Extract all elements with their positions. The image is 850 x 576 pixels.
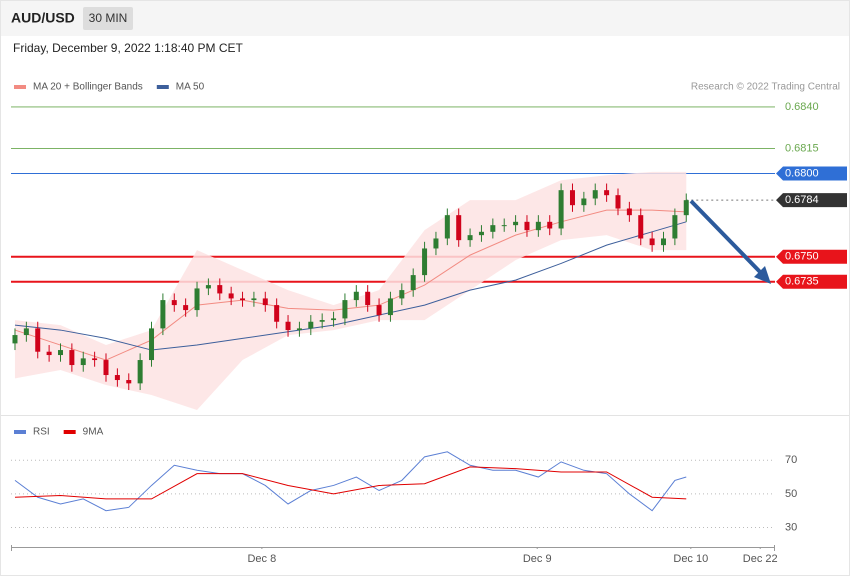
x-tick-label: Dec 22 [743, 553, 778, 565]
series-line [14, 466, 687, 500]
price-level-box [776, 274, 847, 289]
price-level-label: 0.6750 [785, 251, 819, 263]
price-level-label: 0.6784 [785, 194, 819, 206]
candle-body [262, 298, 268, 306]
candle-body [183, 305, 189, 311]
candle-body [649, 238, 655, 246]
candle-body [46, 351, 52, 356]
y-tick-label: 70 [785, 454, 797, 466]
candle-body [558, 190, 564, 229]
candle-body [501, 225, 507, 227]
price-level-box [776, 249, 847, 264]
candle-body [661, 238, 667, 246]
candle-body [535, 221, 541, 231]
candle-body [626, 208, 632, 216]
bollinger-band [14, 171, 687, 411]
legend-swatch [63, 430, 76, 434]
candle-body [581, 198, 587, 206]
candle-body [513, 221, 519, 226]
candle-body [376, 305, 382, 316]
price-level-box [776, 193, 847, 208]
candle-body [422, 248, 428, 276]
candle-body [604, 190, 610, 196]
candle-body [547, 221, 553, 229]
candle-body [251, 298, 257, 301]
candle-body [524, 221, 530, 231]
candle-body [467, 235, 473, 241]
candle-body [296, 328, 302, 331]
timeframe: 30 MIN [89, 11, 128, 25]
series-line [14, 451, 687, 512]
candle-body [69, 350, 75, 366]
candle-body [353, 291, 359, 301]
moving-average [14, 221, 687, 351]
candle-body [205, 285, 211, 289]
legend-label: MA 50 [176, 82, 205, 93]
price-level-label: 0.6840 [785, 101, 819, 113]
candle-body [35, 328, 41, 352]
candle-body [308, 321, 314, 329]
legend-swatch [14, 85, 26, 89]
candle-body [683, 200, 689, 216]
candle-body [456, 215, 462, 241]
timestamp: Friday, December 9, 2022 1:18:40 PM CET [13, 41, 244, 55]
candle-body [638, 215, 644, 239]
legend-swatch [156, 85, 169, 89]
candle-body [569, 190, 575, 206]
candle-body [331, 318, 337, 321]
candle-body [365, 291, 371, 306]
legend-swatch [14, 430, 26, 434]
y-tick-label: 30 [785, 521, 797, 533]
legend-label: 9MA [83, 427, 104, 438]
header-bar [1, 1, 849, 36]
moving-average [14, 209, 687, 361]
candle-body [92, 358, 98, 361]
forecast-arrow [689, 199, 767, 279]
candle-body [399, 290, 405, 299]
candle-body [444, 215, 450, 239]
candle-body [137, 360, 143, 384]
candle-body [592, 190, 598, 199]
x-tick-label: Dec 8 [247, 553, 276, 565]
candle-body [410, 275, 416, 291]
candle-body [433, 238, 439, 249]
candle-body [57, 350, 63, 356]
price-level-label: 0.6735 [785, 276, 819, 288]
candle-body [478, 231, 484, 236]
candle-body [387, 298, 393, 316]
x-tick-label: Dec 10 [673, 553, 708, 565]
candle-body [217, 285, 223, 294]
candle-body [12, 335, 18, 344]
candle-body [160, 300, 166, 329]
forecast-arrow-head [754, 266, 771, 284]
y-tick-label: 50 [785, 488, 797, 500]
symbol: AUD/USD [11, 10, 75, 26]
candle-body [285, 321, 291, 331]
candle-body [149, 328, 155, 361]
candle-body [319, 320, 325, 322]
candle-body [80, 358, 86, 366]
price-level-box [776, 166, 847, 181]
timeframe-box [83, 7, 133, 30]
candle-body [228, 293, 234, 299]
candle-body [194, 288, 200, 311]
candle-body [615, 195, 621, 209]
x-tick-label: Dec 9 [523, 553, 552, 565]
candle-body [274, 305, 280, 322]
candle-body [240, 298, 246, 301]
candle-body [672, 215, 678, 239]
candle-body [114, 375, 120, 381]
candle-body [171, 300, 177, 306]
legend-label: RSI [33, 427, 50, 438]
legend-label: MA 20 + Bollinger Bands [33, 82, 143, 93]
copyright: Research © 2022 Trading Central [691, 82, 840, 93]
candle-body [103, 360, 109, 376]
candle-body [126, 380, 132, 384]
candle-body [23, 328, 29, 336]
candle-body [490, 225, 496, 232]
price-level-label: 0.6815 [785, 142, 819, 154]
price-level-label: 0.6800 [785, 167, 819, 179]
candle-body [342, 300, 348, 319]
